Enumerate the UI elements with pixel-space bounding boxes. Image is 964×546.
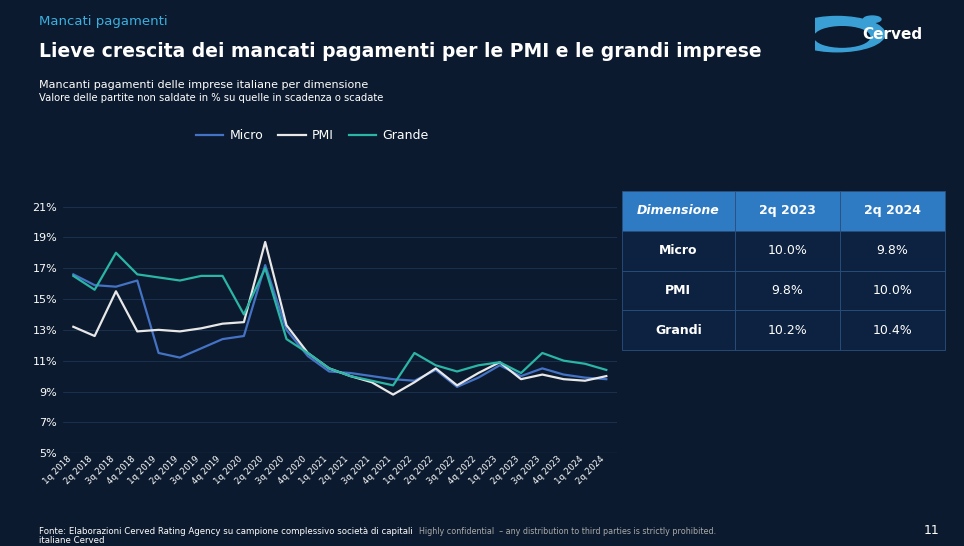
Bar xyxy=(840,231,945,271)
Text: 2q 2024: 2q 2024 xyxy=(864,204,921,217)
Text: 9.8%: 9.8% xyxy=(876,244,908,257)
Text: italiane Cerved: italiane Cerved xyxy=(39,536,104,545)
Text: 10.4%: 10.4% xyxy=(872,324,912,337)
Bar xyxy=(735,191,840,231)
Bar xyxy=(735,310,840,350)
Text: Highly confidential  – any distribution to third parties is strictly prohibited.: Highly confidential – any distribution t… xyxy=(419,527,716,536)
Text: Valore delle partite non saldate in % su quelle in scadenza o scadate: Valore delle partite non saldate in % su… xyxy=(39,93,383,103)
Text: 11: 11 xyxy=(924,524,940,537)
Bar xyxy=(840,310,945,350)
Text: Cerved: Cerved xyxy=(862,27,923,41)
Bar xyxy=(622,271,735,310)
Circle shape xyxy=(864,16,881,22)
Text: PMI: PMI xyxy=(665,284,691,297)
Text: Grandi: Grandi xyxy=(655,324,702,337)
Bar xyxy=(735,231,840,271)
Bar xyxy=(622,310,735,350)
Bar xyxy=(622,231,735,271)
Text: 10.2%: 10.2% xyxy=(767,324,807,337)
Legend: Micro, PMI, Grande: Micro, PMI, Grande xyxy=(191,124,434,147)
Bar xyxy=(735,271,840,310)
Bar xyxy=(622,191,735,231)
Circle shape xyxy=(815,27,870,47)
Text: Micro: Micro xyxy=(659,244,698,257)
Text: Mancanti pagamenti delle imprese italiane per dimensione: Mancanti pagamenti delle imprese italian… xyxy=(39,80,368,91)
Text: 2q 2023: 2q 2023 xyxy=(759,204,816,217)
Text: 10.0%: 10.0% xyxy=(872,284,912,297)
Circle shape xyxy=(790,16,885,52)
Text: Lieve crescita dei mancati pagamenti per le PMI e le grandi imprese: Lieve crescita dei mancati pagamenti per… xyxy=(39,43,762,61)
Text: Dimensione: Dimensione xyxy=(637,204,720,217)
Text: 9.8%: 9.8% xyxy=(771,284,803,297)
Bar xyxy=(840,271,945,310)
Bar xyxy=(840,191,945,231)
Text: Mancati pagamenti: Mancati pagamenti xyxy=(39,15,167,27)
Text: 10.0%: 10.0% xyxy=(767,244,807,257)
Text: Fonte: Elaborazioni Cerved Rating Agency su campione complessivo società di capi: Fonte: Elaborazioni Cerved Rating Agency… xyxy=(39,527,413,536)
